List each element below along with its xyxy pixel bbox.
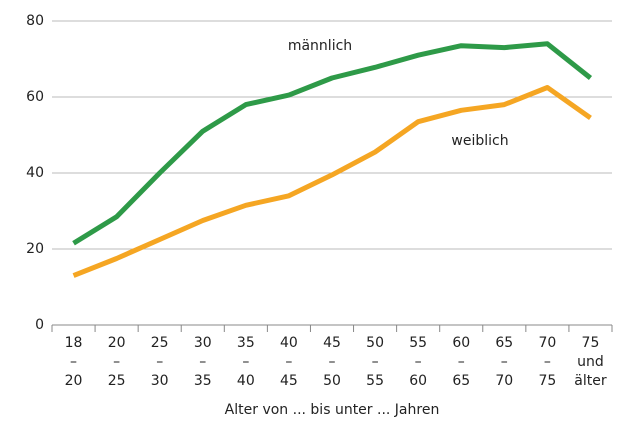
- x-tick-label: –: [372, 354, 379, 370]
- y-tick-label: 0: [35, 317, 44, 333]
- x-tick-label: 65: [452, 373, 470, 389]
- x-tick-label: –: [285, 354, 292, 370]
- x-tick-label: –: [329, 354, 336, 370]
- x-tick-label: 30: [194, 335, 212, 351]
- x-tick-label: 25: [151, 335, 169, 351]
- x-tick-label: –: [199, 354, 206, 370]
- x-tick-label: 35: [194, 373, 212, 389]
- x-tick-label: 25: [108, 373, 126, 389]
- x-tick-label: 30: [151, 373, 169, 389]
- x-tick-label: 75: [582, 335, 600, 351]
- x-tick-label: 40: [280, 335, 298, 351]
- x-tick-label: –: [242, 354, 249, 370]
- x-tick-label: 18: [65, 335, 83, 351]
- x-tick-label: –: [501, 354, 508, 370]
- x-tick-label: älter: [574, 373, 607, 389]
- series-label: weiblich: [451, 133, 508, 149]
- x-tick-label: –: [156, 354, 163, 370]
- x-tick-label: –: [113, 354, 120, 370]
- x-tick-label: 60: [409, 373, 427, 389]
- x-tick-label: 45: [280, 373, 298, 389]
- x-tick-label: und: [577, 354, 604, 370]
- x-tick-label: 40: [237, 373, 255, 389]
- x-tick-label: 55: [409, 335, 427, 351]
- x-tick-label: 50: [366, 335, 384, 351]
- x-tick-label: 55: [366, 373, 384, 389]
- y-tick-label: 40: [26, 165, 44, 181]
- x-axis-label: Alter von ... bis unter ... Jahren: [225, 402, 440, 418]
- x-tick-label: 20: [65, 373, 83, 389]
- x-tick-label: 35: [237, 335, 255, 351]
- y-tick-label: 80: [26, 13, 44, 29]
- x-tick-label: –: [458, 354, 465, 370]
- x-tick-label: 65: [495, 335, 513, 351]
- x-tick-label: –: [415, 354, 422, 370]
- x-tick-label: 60: [452, 335, 470, 351]
- x-tick-label: 50: [323, 373, 341, 389]
- line-series: [72, 85, 592, 278]
- x-tick-label: 70: [538, 335, 556, 351]
- series-label: männlich: [288, 38, 352, 54]
- x-tick-label: 75: [538, 373, 556, 389]
- y-tick-label: 60: [26, 89, 44, 105]
- x-tick-label: –: [70, 354, 77, 370]
- y-tick-label: 20: [26, 241, 44, 257]
- line-series: [72, 41, 593, 246]
- x-tick-label: 70: [495, 373, 513, 389]
- x-tick-label: 20: [108, 335, 126, 351]
- x-tick-label: 45: [323, 335, 341, 351]
- x-tick-label: –: [544, 354, 551, 370]
